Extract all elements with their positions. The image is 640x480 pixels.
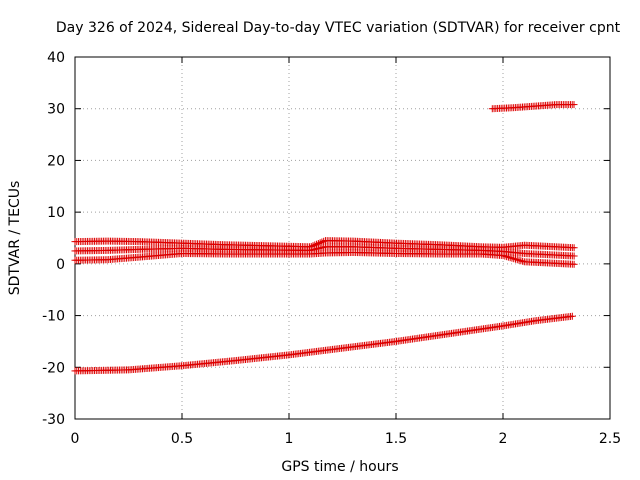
y-tick-label: 10 — [47, 205, 65, 221]
upper-arc-point — [570, 101, 578, 109]
near-zero-band-point — [517, 257, 525, 265]
data-points — [71, 101, 578, 375]
near-zero-band-point — [320, 237, 328, 245]
near-zero-band-point — [318, 238, 326, 246]
near-zero-band-point — [513, 256, 521, 264]
y-tick-label: -30 — [42, 412, 65, 428]
y-tick-label: 30 — [47, 102, 65, 118]
near-zero-band-point — [511, 255, 519, 263]
near-zero-band-point — [307, 242, 315, 250]
lower-trend-point — [568, 312, 576, 320]
near-zero-band-point — [570, 260, 578, 268]
x-tick-label: 0 — [71, 431, 80, 447]
x-tick-label: 1 — [285, 431, 294, 447]
near-zero-band-point — [515, 256, 523, 264]
x-tick-label: 0.5 — [171, 431, 193, 447]
x-tick-label: 1.5 — [385, 431, 407, 447]
plot-frame — [74, 56, 611, 420]
grid-lines — [75, 57, 610, 419]
near-zero-band-point — [309, 242, 317, 250]
x-tick-label: 2.5 — [599, 431, 621, 447]
near-zero-band-point — [570, 244, 578, 252]
chart-title: Day 326 of 2024, Sidereal Day-to-day VTE… — [56, 20, 621, 36]
x-tick-label: 2 — [499, 431, 508, 447]
y-tick-label: 40 — [47, 50, 65, 66]
near-zero-band-point — [570, 252, 578, 260]
y-tick-label: 0 — [56, 257, 65, 273]
near-zero-band-point — [508, 254, 516, 262]
near-zero-band-point — [311, 241, 319, 249]
near-zero-band-point — [510, 255, 518, 263]
y-tick-label: -20 — [42, 360, 65, 376]
near-zero-band-point — [314, 240, 322, 248]
x-axis-label: GPS time / hours — [281, 459, 398, 475]
near-zero-band-point — [313, 240, 321, 248]
y-tick-label: -10 — [42, 309, 65, 325]
near-zero-band-point — [519, 257, 527, 265]
y-tick-label: 20 — [47, 153, 65, 169]
near-zero-band-point — [316, 239, 324, 247]
y-axis-label: SDTVAR / TECUs — [7, 181, 23, 296]
axis-ticks: 0 0.5 1 1.5 2 2.5 -30 -20 -10 0 10 20 30 40 — [42, 50, 621, 447]
